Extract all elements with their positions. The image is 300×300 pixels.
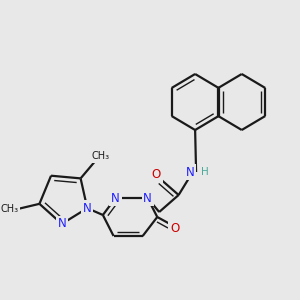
Text: H: H	[201, 167, 209, 177]
Text: N: N	[143, 191, 152, 205]
Text: N: N	[58, 218, 66, 230]
Text: CH₃: CH₃	[92, 151, 110, 161]
Text: CH₃: CH₃	[0, 204, 18, 214]
Text: N: N	[186, 166, 195, 178]
Text: N: N	[111, 191, 120, 205]
Text: O: O	[152, 169, 161, 182]
Text: O: O	[170, 221, 179, 235]
Text: N: N	[83, 202, 92, 215]
